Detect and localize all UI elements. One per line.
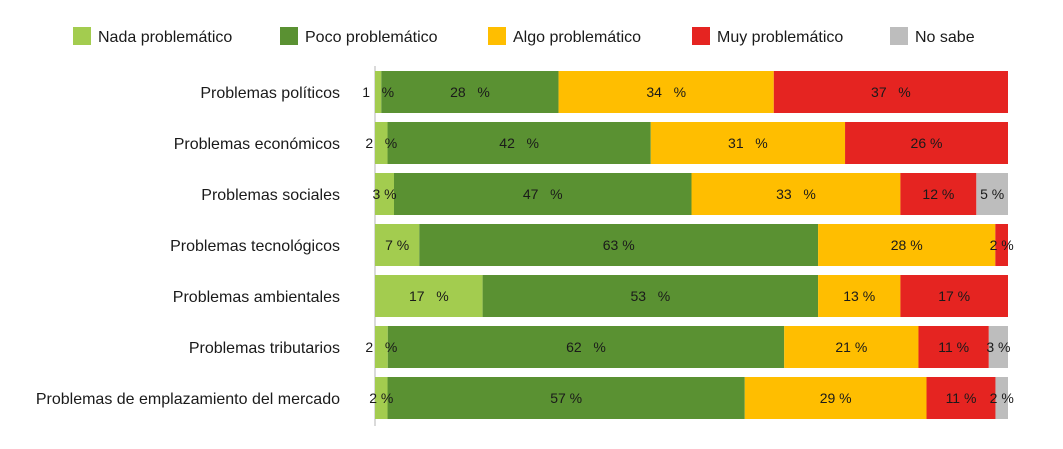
- bar-segment: [381, 71, 559, 113]
- data-label: 21 %: [835, 339, 867, 355]
- category-label: Problemas de emplazamiento del mercado: [36, 391, 340, 408]
- bar-segment: [482, 275, 819, 317]
- category-label: Problemas tecnológicos: [170, 238, 340, 255]
- data-label: 34 %: [646, 84, 686, 100]
- bar-segment: [650, 122, 846, 164]
- data-label: 33 %: [776, 186, 816, 202]
- bar-segment: [995, 377, 1008, 419]
- legend-label: No sabe: [915, 29, 975, 46]
- legend-label: Nada problemático: [98, 29, 232, 46]
- bar-segment: [375, 122, 388, 164]
- data-label: 2 %: [990, 237, 1014, 253]
- legend-item-muy-problematico: Muy problemático: [692, 27, 843, 46]
- data-label: 2 %: [365, 339, 397, 355]
- bar-segment: [988, 326, 1008, 368]
- legend-item-algo-problematico: Algo problemático: [488, 27, 641, 46]
- data-label: 2 %: [990, 390, 1014, 406]
- legend-label: Algo problemático: [513, 29, 641, 46]
- data-label: 11 %: [946, 390, 977, 406]
- data-label: 13 %: [843, 288, 875, 304]
- value-labels: 1 % 28 % 34 % 37 % 2 % 42 % 31 % 26 % 3 % 47 % 33 …: [362, 84, 1014, 406]
- data-label: 26 %: [911, 135, 943, 151]
- category-label: Problemas sociales: [201, 187, 340, 204]
- data-label: 42 %: [499, 135, 539, 151]
- bar-segment: [375, 71, 382, 113]
- data-label: 2 %: [369, 390, 393, 406]
- data-label: 29 %: [820, 390, 852, 406]
- data-label: 3 %: [372, 186, 396, 202]
- bar-segment: [375, 377, 388, 419]
- legend-label: Muy problemático: [717, 29, 843, 46]
- bar-segment: [393, 173, 692, 215]
- bar-segment: [926, 377, 996, 419]
- category-labels: Problemas políticos Problemas económicos P…: [36, 85, 340, 408]
- data-label: 28 %: [450, 84, 490, 100]
- data-label: 2 %: [365, 135, 397, 151]
- data-label: 3 %: [986, 339, 1010, 355]
- bar-segment: [744, 377, 927, 419]
- bar-segment: [375, 326, 388, 368]
- bar-segment: [419, 224, 819, 266]
- data-label: 57 %: [550, 390, 582, 406]
- data-label: 17 %: [409, 288, 449, 304]
- bar-segment: [375, 275, 483, 317]
- data-label: 28 %: [891, 237, 923, 253]
- data-label: 17 %: [938, 288, 970, 304]
- legend-item-nada-problematico: Nada problemático: [73, 27, 232, 46]
- bar-segment: [387, 326, 785, 368]
- data-label: 47 %: [523, 186, 563, 202]
- bar-segment: [818, 224, 996, 266]
- bar-segment: [375, 224, 420, 266]
- bar-segment: [784, 326, 919, 368]
- bar-segment: [375, 173, 394, 215]
- data-label: 62 %: [566, 339, 606, 355]
- bar-segment: [387, 122, 651, 164]
- category-label: Problemas tributarios: [189, 340, 340, 357]
- data-label: 7 %: [385, 237, 409, 253]
- bar-segment: [818, 275, 901, 317]
- legend: Nada problemático Poco problemático Algo p…: [73, 27, 975, 46]
- legend-swatch: [280, 27, 298, 45]
- bar-segment: [900, 275, 1008, 317]
- bar-segment: [773, 71, 1008, 113]
- legend-item-poco-problematico: Poco problemático: [280, 27, 438, 46]
- data-label: 31 %: [728, 135, 768, 151]
- bar-segment: [845, 122, 1008, 164]
- bar-segment: [995, 224, 1008, 266]
- data-label: 63 %: [603, 237, 635, 253]
- bar-segment: [558, 71, 774, 113]
- legend-item-no-sabe: No sabe: [890, 27, 975, 46]
- legend-swatch: [692, 27, 710, 45]
- legend-label: Poco problemático: [305, 29, 438, 46]
- category-label: Problemas políticos: [200, 85, 340, 102]
- data-label: 1 %: [362, 84, 394, 100]
- data-label: 53 %: [631, 288, 671, 304]
- category-label: Problemas económicos: [174, 136, 340, 153]
- bar-segment: [976, 173, 1008, 215]
- data-label: 5 %: [980, 186, 1004, 202]
- legend-swatch: [73, 27, 91, 45]
- data-label: 37 %: [871, 84, 911, 100]
- legend-swatch: [488, 27, 506, 45]
- category-label: Problemas ambientales: [173, 289, 340, 306]
- bar-segment: [900, 173, 977, 215]
- bars: [375, 71, 1008, 419]
- bar-segment: [691, 173, 901, 215]
- data-label: 12 %: [922, 186, 954, 202]
- bar-segment: [918, 326, 989, 368]
- legend-swatch: [890, 27, 908, 45]
- bar-segment: [387, 377, 745, 419]
- data-label: 11 %: [938, 339, 969, 355]
